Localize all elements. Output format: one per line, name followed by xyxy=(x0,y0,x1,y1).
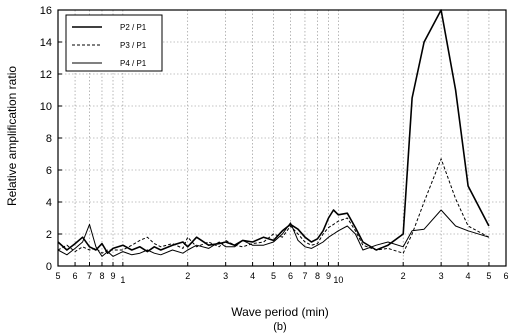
series-line-2 xyxy=(57,158,490,254)
x-tick-label: 5 xyxy=(271,271,276,281)
y-tick-label: 14 xyxy=(40,37,52,49)
x-tick-label: 9 xyxy=(110,271,115,281)
x-tick-label: 5 xyxy=(55,271,60,281)
legend-label-p2-p1: P2 / P1 xyxy=(120,23,147,32)
x-tick-label: 6 xyxy=(503,271,508,281)
x-tick-label: 7 xyxy=(302,271,307,281)
y-tick-labels: 0 2 4 6 8 10 12 14 16 xyxy=(40,5,52,273)
y-axis-label: Relative amplification ratio xyxy=(5,66,19,206)
y-tick-label: 12 xyxy=(40,69,52,81)
y-tick-label: 16 xyxy=(40,5,52,17)
x-tick-label: 6 xyxy=(288,271,293,281)
x-tick-label: 1 xyxy=(120,275,125,285)
legend-box xyxy=(65,14,163,72)
legend: P2 / P1 P3 / P1 P4 / P1 xyxy=(65,14,163,72)
x-tick-labels: 5 6 7 8 9 1 2 3 4 5 6 7 8 9 10 2 3 4 5 6 xyxy=(55,271,508,285)
y-tick-label: 6 xyxy=(46,165,52,177)
x-tick-label: 3 xyxy=(223,271,228,281)
x-tick-label: 6 xyxy=(73,271,78,281)
y-tick-label: 10 xyxy=(40,101,52,113)
figure-caption: (b) xyxy=(273,321,286,333)
x-tick-label: 8 xyxy=(315,271,320,281)
x-tick-label: 4 xyxy=(250,271,255,281)
x-tick-label: 2 xyxy=(185,271,190,281)
x-tick-label: 8 xyxy=(99,271,104,281)
x-tick-label: 3 xyxy=(439,271,444,281)
plot-frame xyxy=(57,9,507,267)
y-tick-label: 0 xyxy=(46,261,52,273)
x-tick-label: 2 xyxy=(401,271,406,281)
x-tick-label: 4 xyxy=(466,271,471,281)
x-tick-label: 7 xyxy=(87,271,92,281)
x-tick-label: 5 xyxy=(486,271,491,281)
series-line-3 xyxy=(57,209,490,257)
x-tick-label: 10 xyxy=(333,275,343,285)
x-tick-label: 9 xyxy=(326,271,331,281)
y-tick-label: 8 xyxy=(46,133,52,145)
legend-label-p3-p1: P3 / P1 xyxy=(120,41,147,50)
legend-label-p4-p1: P4 / P1 xyxy=(120,59,147,68)
x-axis-label: Wave period (min) xyxy=(231,305,329,319)
y-tick-label: 4 xyxy=(46,197,52,209)
series-layer xyxy=(57,9,490,257)
y-tick-label: 2 xyxy=(46,229,52,241)
